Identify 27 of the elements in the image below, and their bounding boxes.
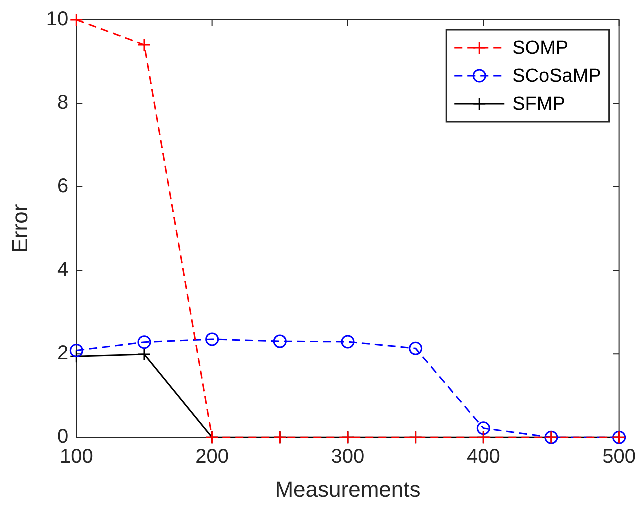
- x-tick-label: 500: [602, 446, 636, 468]
- point: [341, 335, 355, 349]
- y-tick-label: 10: [46, 8, 69, 31]
- x-tick-label: 400: [466, 446, 500, 468]
- y-axis-title: Error: [7, 204, 32, 254]
- y-tick-label: 4: [58, 259, 69, 282]
- point: [206, 332, 220, 346]
- x-tick-label: 200: [196, 446, 229, 468]
- point: [138, 38, 152, 52]
- point: [476, 422, 490, 436]
- legend-label: SFMP: [512, 94, 566, 116]
- x-tick-label: 100: [60, 446, 94, 468]
- legend-label: SOMP: [512, 38, 569, 60]
- point: [409, 342, 423, 356]
- y-tick-label: 0: [58, 426, 69, 448]
- x-tick-label: 300: [331, 446, 365, 468]
- y-tick-label: 6: [58, 176, 69, 198]
- legend-label: SCoSaMP: [512, 66, 602, 88]
- point: [70, 344, 84, 358]
- point: [138, 348, 152, 362]
- x-axis-title: Measurements: [275, 476, 421, 502]
- point: [138, 336, 152, 350]
- point: [273, 334, 287, 348]
- y-tick-label: 8: [58, 92, 69, 114]
- y-tick-label: 2: [58, 342, 69, 365]
- point: [70, 13, 84, 27]
- point: [70, 350, 84, 364]
